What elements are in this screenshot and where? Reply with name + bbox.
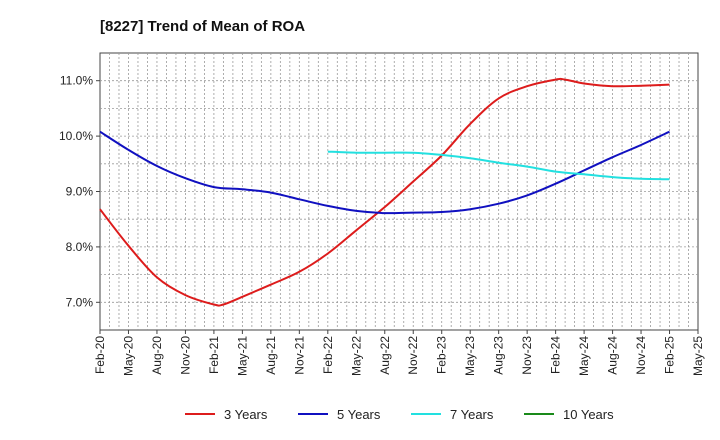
x-tick-label: Nov-21 [292,336,306,375]
x-axis-ticks: Feb-20 May-20 Aug-20 Nov-20 Feb-21 May-21 Aug-… [93,330,705,376]
y-axis-ticks: 7.0% 8.0% 9.0% 10.0% 11.0% [59,74,100,309]
y-tick-label: 8.0% [66,240,94,254]
x-tick-label: Aug-23 [492,336,506,375]
y-tick-label: 7.0% [66,295,94,309]
x-tick-label: May-20 [121,336,135,376]
x-tick-label: Nov-24 [634,336,648,375]
legend-label-4: 10 Years [563,407,614,422]
legend: 3 Years 5 Years 7 Years 10 Years [185,407,614,422]
y-tick-label: 11.0% [60,74,93,88]
series-line-3 [327,150,670,181]
legend-label-1: 3 Years [224,407,268,422]
x-tick-label: May-23 [463,336,477,376]
x-tick-label: Feb-20 [93,336,107,374]
x-tick-label: Feb-25 [663,336,677,374]
x-tick-label: Nov-22 [406,336,420,375]
x-tick-label: Aug-21 [264,336,278,375]
legend-label-3: 7 Years [450,407,494,422]
x-tick-label: Aug-22 [378,336,392,375]
x-tick-label: May-25 [691,336,705,376]
legend-label-2: 5 Years [337,407,381,422]
x-tick-label: May-22 [349,336,363,376]
x-tick-label: May-24 [577,336,591,376]
chart-title: [8227] Trend of Mean of ROA [100,18,305,35]
x-tick-label: Feb-22 [321,336,335,374]
y-tick-label: 9.0% [66,185,94,199]
x-tick-label: Nov-23 [520,336,534,375]
x-tick-label: Feb-24 [549,336,563,374]
x-tick-label: Feb-23 [435,336,449,374]
plot-area [99,52,699,331]
x-tick-label: Aug-20 [150,336,164,375]
series-line-1 [99,77,670,307]
x-tick-label: Nov-20 [178,336,192,375]
series-lines [99,77,670,307]
y-tick-label: 10.0% [59,129,93,143]
x-tick-label: Aug-24 [606,336,620,375]
x-tick-label: Feb-21 [207,336,221,374]
x-tick-label: May-21 [235,336,249,376]
